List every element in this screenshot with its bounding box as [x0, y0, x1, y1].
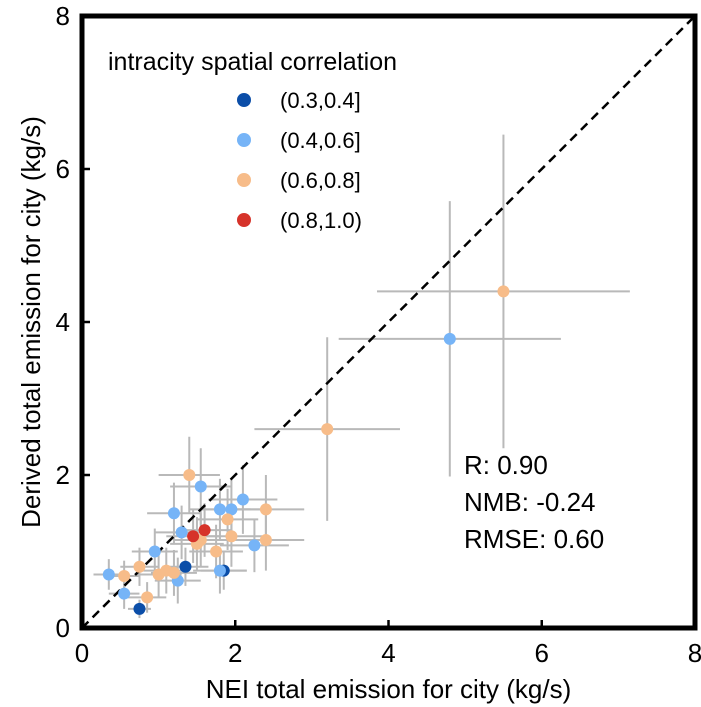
legend-entry-label: (0.3,0.4] [280, 88, 361, 113]
x-tick-label: 2 [228, 638, 242, 668]
data-point [179, 560, 192, 573]
legend-marker [237, 133, 251, 147]
x-tick-label: 4 [381, 638, 395, 668]
data-point [210, 545, 223, 558]
data-point [183, 469, 196, 481]
y-tick-label: 0 [56, 613, 70, 643]
data-point [221, 513, 234, 526]
data-point [248, 539, 261, 552]
y-axis-title: Derived total emission for city (kg/s) [16, 116, 46, 528]
legend-marker [237, 213, 251, 227]
legend-marker [237, 173, 251, 187]
data-point [259, 534, 272, 547]
y-tick-label: 6 [56, 154, 70, 184]
x-tick-label: 8 [688, 638, 701, 668]
legend-entry-label: (0.6,0.8] [280, 168, 361, 193]
data-point [141, 591, 154, 604]
data-point [118, 569, 131, 582]
stat-label: NMB: -0.24 [464, 487, 596, 517]
legend: intracity spatial correlation (0.3,0.4] (… [108, 48, 397, 233]
data-point [133, 602, 146, 615]
x-tick-label: 6 [535, 638, 549, 668]
legend-title: intracity spatial correlation [108, 48, 397, 76]
data-point [133, 560, 146, 573]
data-point [259, 503, 272, 516]
one-to-one-reference-line [81, 15, 696, 629]
data-point [443, 332, 456, 345]
legend-marker [237, 93, 251, 107]
x-axis-ticks: 0 2 4 6 8 [75, 620, 701, 668]
data-point [187, 530, 200, 543]
data-point [118, 587, 131, 600]
data-point [236, 493, 249, 506]
data-point [102, 568, 115, 581]
data-points [102, 285, 510, 615]
y-tick-label: 8 [56, 1, 70, 31]
data-point [321, 423, 334, 436]
stat-label: R: 0.90 [464, 450, 548, 480]
y-tick-label: 4 [56, 307, 70, 337]
x-tick-label: 0 [75, 638, 89, 668]
data-point [148, 545, 161, 558]
data-point [497, 285, 510, 298]
data-point [167, 566, 180, 579]
legend-entry-label: (0.4,0.6] [280, 128, 361, 153]
data-point [225, 530, 238, 543]
data-point [194, 480, 207, 493]
y-axis-ticks: 0 2 4 6 8 [56, 1, 90, 643]
data-point [175, 526, 188, 539]
statistics-annotation: R: 0.90 NMB: -0.24 RMSE: 0.60 [464, 450, 604, 554]
stat-label: RMSE: 0.60 [464, 524, 604, 554]
data-point [198, 524, 211, 537]
x-axis-title: NEI total emission for city (kg/s) [206, 674, 572, 704]
data-point [167, 507, 180, 520]
legend-entry-label: (0.8,1.0) [280, 208, 362, 233]
y-tick-label: 2 [56, 460, 70, 490]
data-point [225, 503, 238, 516]
data-point [213, 503, 226, 516]
data-point [213, 564, 226, 577]
